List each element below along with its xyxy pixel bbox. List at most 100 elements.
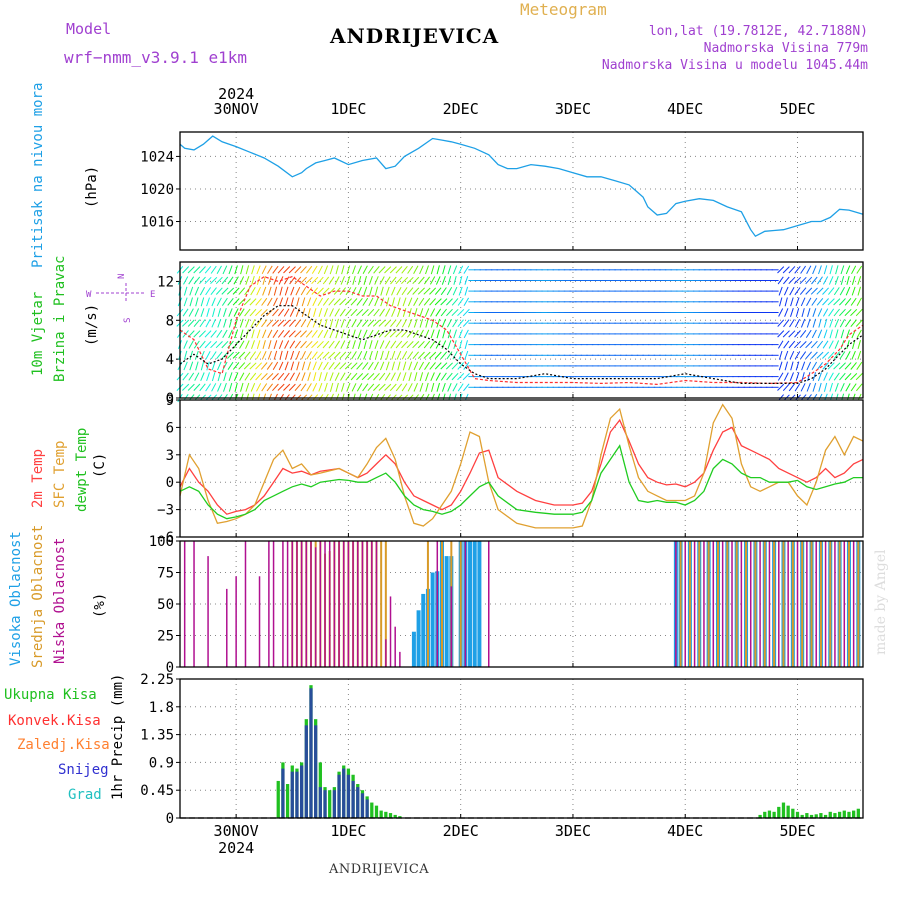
wind-barb — [245, 382, 250, 392]
wind-barb — [838, 362, 846, 370]
wind-barb — [818, 318, 822, 328]
precip-bar-convective — [360, 793, 365, 818]
wind-barb — [452, 351, 458, 360]
panel-frame-temperature — [179, 399, 864, 538]
wind-barb — [424, 329, 430, 339]
y-tick-label: 1024 — [140, 149, 174, 165]
wind-barb — [199, 276, 206, 285]
wind-barb — [788, 383, 795, 392]
wind-barb — [429, 287, 437, 295]
wind-barb — [228, 329, 233, 339]
wind-barb — [261, 265, 267, 275]
wind-barb — [333, 351, 341, 359]
wind-barb — [234, 382, 238, 392]
wind-barb — [407, 297, 413, 307]
wind-barb — [340, 276, 345, 285]
x-day-label-bottom: 3DEC — [555, 822, 591, 840]
wind-barb — [369, 350, 373, 360]
cloud-bar-low — [834, 541, 836, 667]
wind-barb — [368, 276, 373, 285]
wind-barb — [262, 340, 266, 350]
wind-barb — [234, 329, 239, 339]
wind-barb — [440, 287, 447, 296]
wind-barb — [307, 372, 311, 382]
wind-barb — [363, 275, 367, 285]
wind-barb — [311, 351, 318, 360]
wind-barb — [222, 329, 228, 339]
wind-barb — [256, 383, 262, 392]
wind-barb — [367, 308, 375, 317]
wind-barb — [233, 372, 239, 381]
wind-barb — [182, 383, 190, 391]
cloud-bar-low — [436, 541, 439, 667]
wind-barb — [384, 330, 392, 338]
wind-barb — [273, 340, 278, 350]
wind-barb — [266, 383, 273, 392]
wind-barb — [828, 340, 834, 349]
wind-barb — [339, 351, 347, 359]
cloud-bar-low — [366, 541, 368, 667]
cloud-bar-mid — [773, 541, 776, 667]
wind-barb — [227, 361, 234, 370]
wind-barb — [312, 382, 318, 392]
wind-barb — [799, 287, 807, 295]
wind-barb — [367, 373, 375, 381]
wind-barb — [362, 362, 369, 370]
wind-barb — [434, 287, 442, 295]
wind-barb — [333, 298, 341, 306]
cloud-bar-low — [361, 541, 364, 667]
wind-barb — [234, 265, 238, 275]
wind-barb — [350, 308, 358, 317]
cloud-bar-low — [385, 639, 387, 667]
wind-barb — [273, 297, 278, 307]
wind-barb — [238, 351, 246, 359]
wind-barb — [272, 383, 279, 392]
wind-barb — [402, 361, 407, 371]
precip-bar-total — [763, 811, 767, 818]
wind-barb — [463, 383, 470, 392]
wind-barb — [363, 350, 368, 360]
wind-barb — [198, 330, 206, 338]
wind-barb — [777, 330, 785, 338]
wind-barb — [840, 382, 845, 392]
wind-barb — [857, 350, 862, 360]
wind-barb — [289, 308, 295, 317]
series-line-dewpt-temp — [179, 444, 863, 520]
precip-bar-total — [805, 813, 809, 818]
wind-barb — [373, 383, 380, 391]
wind-barb — [227, 297, 234, 306]
precip-bar-convective — [356, 787, 360, 818]
cloud-bar-low — [347, 541, 350, 667]
wind-barb — [464, 286, 469, 296]
wind-barb — [273, 350, 278, 360]
wind-barb — [271, 319, 279, 327]
wind-barb — [278, 361, 284, 371]
wind-barb — [384, 276, 391, 285]
wind-barb — [806, 265, 812, 274]
wind-barb — [285, 350, 289, 360]
wind-barb — [245, 340, 250, 349]
wind-barb — [390, 319, 397, 328]
y-tick-label: 0 — [166, 391, 174, 407]
wind-barb — [232, 298, 240, 306]
wind-barb — [346, 276, 351, 285]
wind-barb — [793, 276, 802, 284]
cloud-bar-high — [416, 610, 421, 667]
cloud-bar-low — [357, 541, 359, 667]
cloud-bar-low — [759, 541, 761, 667]
wind-barb — [284, 361, 289, 371]
cloud-bar-mid — [735, 541, 738, 667]
wind-barb — [199, 340, 206, 349]
wind-barb — [295, 372, 301, 381]
wind-barb — [188, 340, 194, 349]
wind-barb — [317, 361, 323, 371]
wind-barb — [401, 383, 408, 392]
wind-barb — [245, 329, 249, 339]
wind-barb — [389, 330, 397, 338]
wind-barb — [845, 383, 851, 392]
cloud-bar-low — [314, 547, 317, 667]
wind-barb — [447, 329, 452, 339]
y-tick-label: 25 — [157, 629, 174, 645]
wind-barb — [391, 286, 396, 296]
wind-barb — [840, 329, 845, 339]
